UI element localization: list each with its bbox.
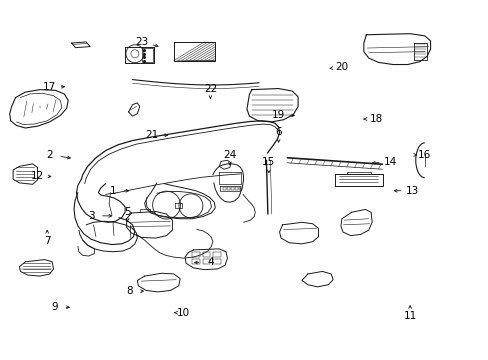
Text: 9: 9: [51, 302, 58, 312]
Text: 19: 19: [271, 111, 285, 121]
Text: 11: 11: [403, 311, 416, 321]
Text: 21: 21: [145, 130, 158, 140]
Text: 22: 22: [203, 84, 217, 94]
Text: 3: 3: [87, 211, 94, 221]
Text: 7: 7: [44, 236, 50, 246]
Text: 8: 8: [126, 286, 133, 296]
Text: 12: 12: [31, 171, 44, 181]
Text: 20: 20: [335, 62, 348, 72]
Text: 13: 13: [405, 186, 418, 196]
Text: 18: 18: [368, 114, 382, 124]
Text: 4: 4: [206, 257, 213, 267]
Text: 1: 1: [109, 186, 116, 196]
Text: 14: 14: [383, 157, 396, 167]
Text: 10: 10: [177, 308, 190, 318]
Text: 6: 6: [275, 127, 282, 136]
Text: 23: 23: [135, 37, 148, 47]
Text: 16: 16: [417, 150, 430, 160]
Text: 15: 15: [262, 157, 275, 167]
Text: 24: 24: [223, 150, 236, 160]
Text: 5: 5: [124, 207, 131, 217]
Text: 17: 17: [43, 82, 56, 92]
Text: 2: 2: [46, 150, 53, 160]
